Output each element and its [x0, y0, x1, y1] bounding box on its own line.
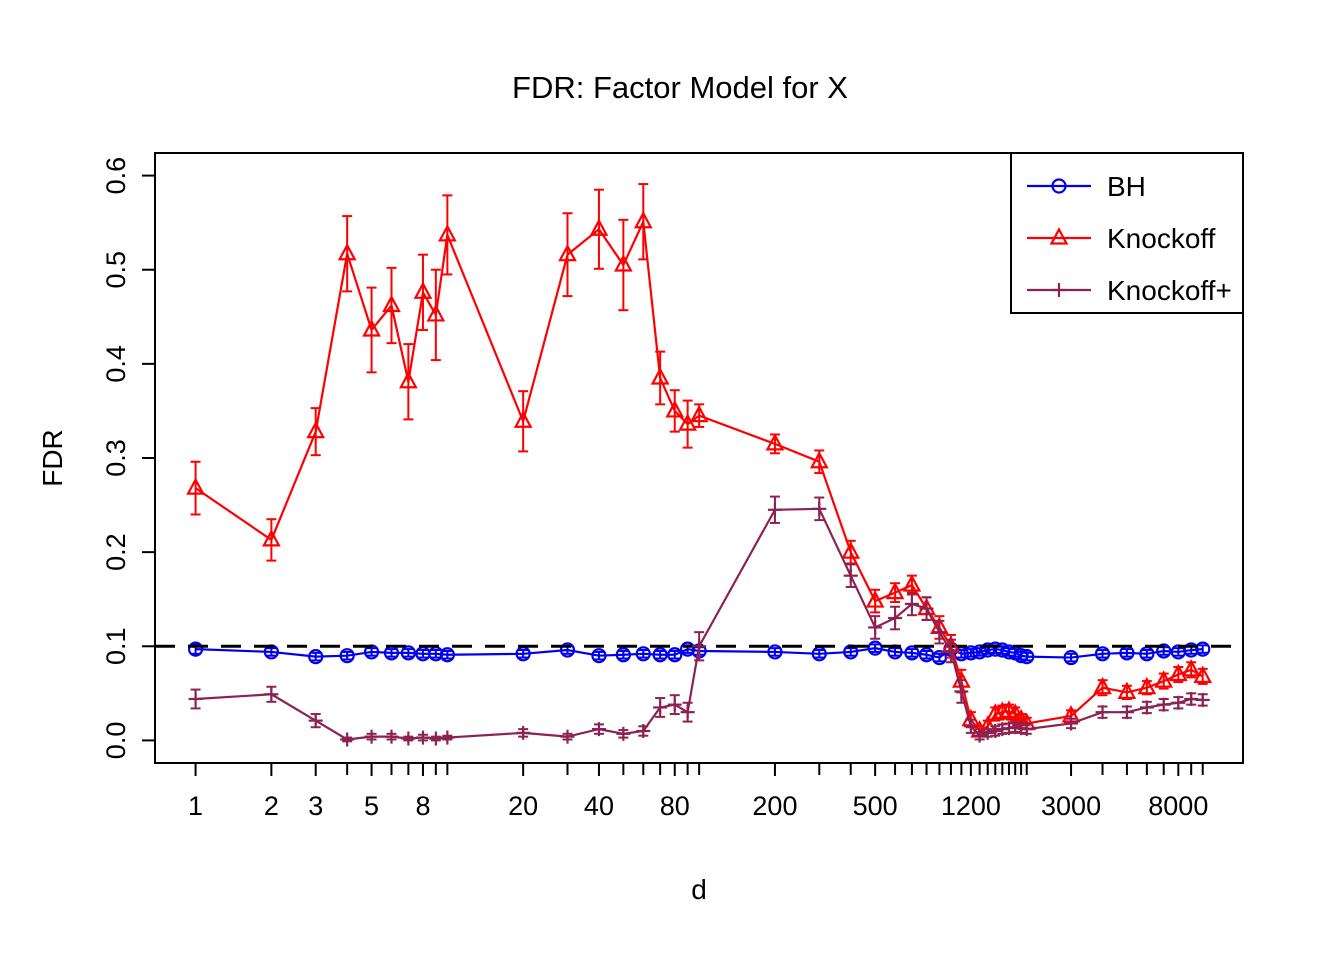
svg-text:0.3: 0.3	[101, 439, 131, 477]
svg-text:BH: BH	[1107, 171, 1146, 202]
legend: BH Knockoff Knockoff+	[1010, 152, 1244, 314]
svg-text:0.2: 0.2	[101, 533, 131, 571]
svg-text:0.0: 0.0	[101, 722, 131, 760]
svg-text:1: 1	[188, 791, 203, 821]
series-Knockoff	[186, 183, 1213, 738]
svg-text:2: 2	[264, 791, 279, 821]
x-axis-label: d	[691, 874, 707, 905]
svg-text:40: 40	[584, 791, 614, 821]
svg-text:200: 200	[752, 791, 797, 821]
svg-text:8000: 8000	[1148, 791, 1208, 821]
svg-text:8: 8	[415, 791, 430, 821]
svg-text:3: 3	[308, 791, 323, 821]
svg-text:20: 20	[508, 791, 538, 821]
svg-text:1200: 1200	[941, 791, 1001, 821]
series-Knockoff+	[188, 495, 1210, 747]
y-axis-label: FDR	[37, 429, 68, 487]
svg-text:Knockoff: Knockoff	[1107, 223, 1216, 254]
svg-text:Knockoff+: Knockoff+	[1107, 275, 1232, 306]
svg-text:500: 500	[853, 791, 898, 821]
svg-text:5: 5	[364, 791, 379, 821]
chart-title: FDR: Factor Model for X	[512, 70, 848, 105]
svg-text:0.4: 0.4	[101, 345, 131, 383]
plot-border	[154, 152, 1244, 764]
svg-text:0.6: 0.6	[101, 157, 131, 195]
svg-text:3000: 3000	[1041, 791, 1101, 821]
svg-text:0.1: 0.1	[101, 627, 131, 665]
svg-text:0.5: 0.5	[101, 251, 131, 289]
svg-text:80: 80	[660, 791, 690, 821]
